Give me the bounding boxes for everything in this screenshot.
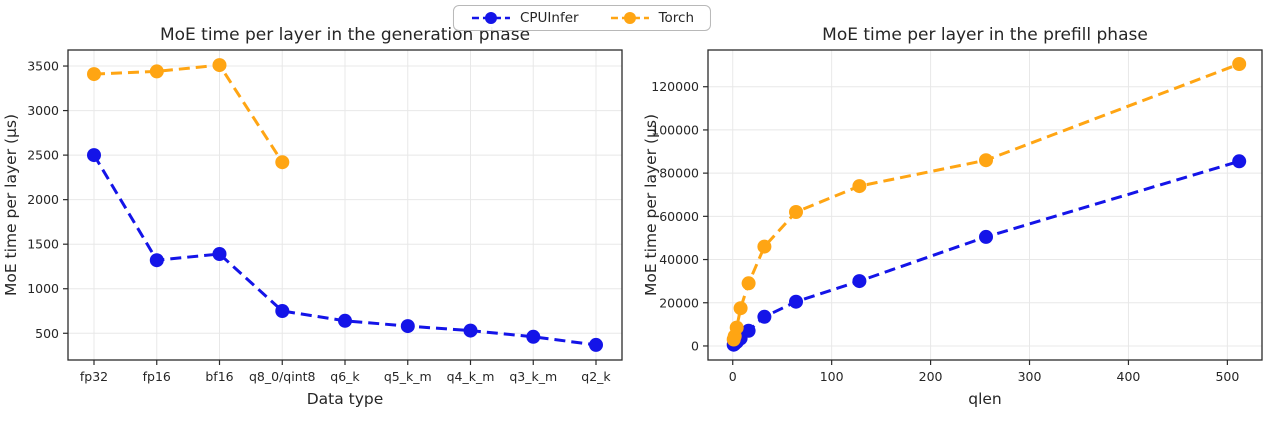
torch-line-marker-icon [609, 10, 651, 26]
svg-text:3000: 3000 [27, 103, 59, 118]
svg-text:1500: 1500 [27, 237, 59, 252]
svg-text:500: 500 [1215, 369, 1239, 384]
chart-canvas: 0 20000 40000 60000 80000 100000 120000 0 100 200… [642, 25, 1263, 408]
svg-text:0: 0 [729, 369, 737, 384]
svg-text:MoE time per layer (µs): MoE time per layer (µs) [2, 114, 20, 296]
svg-text:q5_k_m: q5_k_m [384, 369, 432, 384]
svg-text:60000: 60000 [659, 209, 699, 224]
svg-text:bf16: bf16 [205, 369, 233, 384]
svg-text:500: 500 [35, 326, 59, 341]
legend-label-torch: Torch [658, 10, 695, 26]
cpuinfer-line-marker-icon [470, 10, 512, 26]
chart-legend: CPUInfer Torch [452, 5, 712, 31]
svg-text:fp32: fp32 [80, 369, 108, 384]
svg-text:fp16: fp16 [143, 369, 171, 384]
svg-text:q8_0/qint8: q8_0/qint8 [249, 369, 316, 384]
svg-text:120000: 120000 [651, 79, 699, 94]
generation-phase-chart: 500 1000 1500 2000 2500 3000 3500 fp32 fp16 bf16 q… [0, 0, 640, 426]
legend-entry-cpuinfer: CPUInfer [470, 10, 579, 26]
prefill-phase-chart: 0 20000 40000 60000 80000 100000 120000 0 100 200… [640, 0, 1280, 426]
svg-text:20000: 20000 [659, 295, 699, 310]
legend-entry-torch: Torch [609, 10, 694, 26]
svg-text:80000: 80000 [659, 166, 699, 181]
svg-text:100000: 100000 [651, 122, 699, 137]
svg-text:0: 0 [691, 338, 699, 353]
svg-text:qlen: qlen [968, 390, 1002, 408]
svg-text:MoE time per layer in the pref: MoE time per layer in the prefill phase [822, 25, 1148, 45]
svg-text:MoE time per layer in the gene: MoE time per layer in the generation pha… [160, 25, 530, 45]
svg-text:3500: 3500 [27, 59, 59, 74]
legend-label-cpuinfer: CPUInfer [519, 10, 579, 26]
svg-text:q4_k_m: q4_k_m [447, 369, 495, 384]
svg-text:2000: 2000 [27, 192, 59, 207]
svg-text:200: 200 [919, 369, 943, 384]
chart-canvas: 500 1000 1500 2000 2500 3000 3500 fp32 fp16 bf16 q… [2, 25, 623, 408]
svg-text:q6_k: q6_k [330, 369, 360, 384]
svg-text:MoE time per layer (µs): MoE time per layer (µs) [642, 114, 660, 296]
svg-text:300: 300 [1018, 369, 1042, 384]
svg-text:q2_k: q2_k [581, 369, 611, 384]
svg-text:400: 400 [1117, 369, 1141, 384]
svg-text:100: 100 [820, 369, 844, 384]
svg-text:1000: 1000 [27, 281, 59, 296]
svg-text:Data type: Data type [307, 390, 384, 408]
svg-text:2500: 2500 [27, 148, 59, 163]
svg-text:40000: 40000 [659, 252, 699, 267]
svg-text:q3_k_m: q3_k_m [509, 369, 557, 384]
